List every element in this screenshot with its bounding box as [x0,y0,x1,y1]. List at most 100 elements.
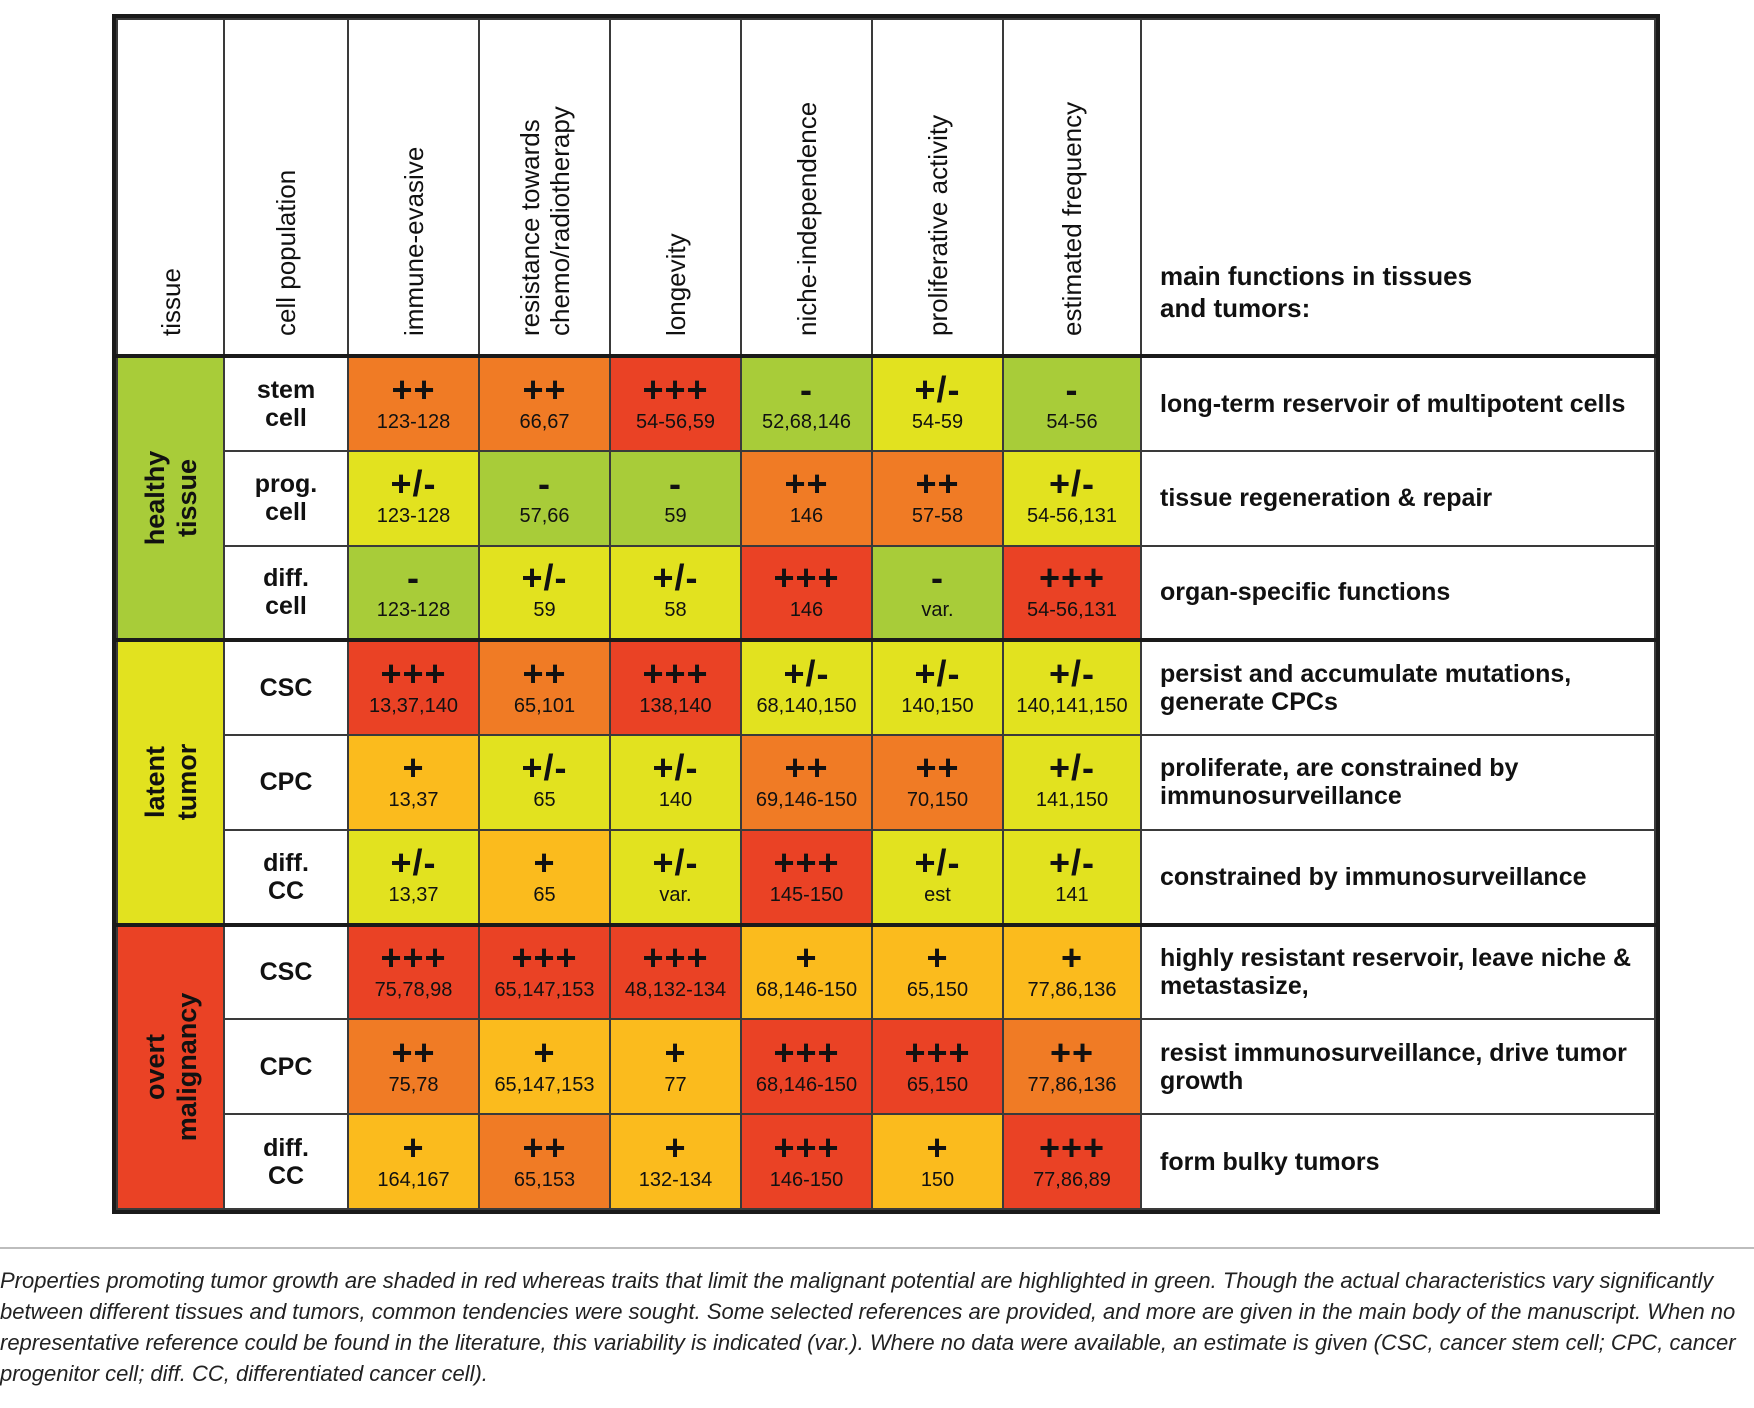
value-cell-estimated-frequency: +/- 140,141,150 [1002,638,1142,737]
reference-numbers: 77,86,136 [1027,1073,1117,1096]
rating-symbol: +/- [652,841,699,883]
reference-numbers: est [924,883,951,906]
reference-numbers: 65 [533,789,556,812]
cell-population: CPC [223,1018,349,1116]
rating-symbol: + [533,1031,556,1073]
rating-symbol: ++ [522,653,567,695]
rating-symbol: ++ [522,368,567,410]
value-cell-longevity: -59 [609,449,742,547]
value-cell-longevity: +/- var. [609,828,742,926]
value-cell-longevity: +++ 138,140 [609,638,742,737]
rating-symbol: +++ [642,368,709,410]
reference-numbers: 13,37 [388,789,439,812]
reference-numbers: 146-150 [769,1168,844,1191]
value-cell-niche-independence: +++ 146-150 [740,1113,873,1210]
value-cell-longevity: +++ 48,132-134 [609,922,742,1021]
rating-symbol: + [664,1031,687,1073]
rating-symbol: - [1065,368,1079,410]
table-row: healthy tissue stem cell ++ 123-128 ++ 66,67 +… [116,353,1656,642]
cell-population: CPC [223,734,349,831]
main-function: long-term reservoir of multipotent cells [1140,354,1656,452]
reference-numbers: 70,150 [906,789,969,812]
rating-symbol: +++ [642,653,709,695]
value-cell-immune-evasive: +/- 123-128 [347,449,480,547]
reference-numbers: 57-58 [911,505,964,528]
reference-numbers: 58 [664,599,687,622]
value-cell-niche-independence: ++ 146 [740,449,873,547]
value-cell-estimated-frequency: +++ 77,86,89 [1002,1113,1142,1210]
value-cell-resistance: +65 [478,828,611,926]
table-row: prog. cell +/- 123-128-57,66-59 ++ 146 ++ 57-5… [117,449,1656,547]
reference-numbers: 123-128 [376,599,451,622]
reference-numbers: 145-150 [769,883,844,906]
cell-population: stem cell [223,354,349,452]
cell-population: CSC [223,638,349,737]
group-label: overt malignancy [139,993,202,1142]
reference-numbers: 13,37,140 [369,695,458,718]
value-cell-longevity: +/- 140 [609,734,742,831]
table-row: diff. cell -123-128 +/- 59 +/- 58 +++ 146- var. +… [117,544,1656,642]
rating-symbol: +/- [914,368,961,410]
reference-numbers: 68,146-150 [755,979,858,1002]
reference-numbers: 123-128 [376,505,451,528]
rating-symbol: ++ [391,1031,436,1073]
value-cell-estimated-frequency: +/- 54-56,131 [1002,449,1142,547]
value-cell-proliferative-activity: ++ 70,150 [871,734,1004,831]
value-cell-longevity: +132-134 [609,1113,742,1210]
rating-symbol: +++ [1038,557,1106,599]
rating-symbol: ++ [784,463,829,505]
rating-symbol: +/- [652,747,699,789]
value-cell-resistance: +65,147,153 [478,1018,611,1116]
reference-numbers: 65,150 [906,979,969,1002]
reference-numbers: 75,78 [388,1073,439,1096]
rating-symbol: ++ [1049,1031,1095,1073]
cell-population: diff. cell [223,544,349,642]
group-label: latent tumor [139,744,202,821]
reference-numbers: 77 [664,1073,687,1096]
cell-population: diff. CC [223,1113,349,1210]
rating-symbol: + [402,1126,425,1168]
reference-numbers: 68,140,150 [756,695,857,718]
value-cell-proliferative-activity: +/- 54-59 [871,354,1004,452]
table-caption: Properties promoting tumor growth are sh… [0,1268,1736,1386]
group-label-cell: overt malignancy [116,922,225,1211]
reference-numbers: 54-56,131 [1026,505,1118,528]
main-function: tissue regeneration & repair [1140,449,1656,547]
main-function: proliferate, are constrained by immunosu… [1140,734,1656,831]
reference-numbers: 140 [658,789,693,812]
properties-table: tissue cell population immune-evasive re… [112,14,1660,1214]
reference-numbers: 54-56,59 [636,410,715,433]
header-immune-evasive: immune-evasive [347,18,480,357]
rating-symbol: + [1060,937,1084,979]
reference-numbers: 140,150 [901,695,974,718]
reference-numbers: 132-134 [638,1168,713,1191]
reference-numbers: 138,140 [639,695,712,718]
value-cell-resistance: -57,66 [478,449,611,547]
table-row: overt malignancy CSC +++ 75,78,98 +++ 65,147,… [116,922,1656,1211]
rating-symbol: +/- [1048,463,1095,505]
table-row: CPC +13,37 +/- 65 +/- 140 ++ 69,146-150 ++ 70,150… [117,734,1656,831]
value-cell-niche-independence: +++ 68,146-150 [740,1018,873,1116]
reference-numbers: 69,146-150 [755,789,858,812]
rating-symbol: +++ [904,1031,971,1073]
rating-symbol: - [931,557,944,599]
main-function: organ-specific functions [1140,544,1656,642]
header-niche-independence: niche-independence [740,18,873,357]
value-cell-immune-evasive: -123-128 [347,544,480,642]
rating-symbol: +++ [642,937,709,979]
reference-numbers: 65,150 [906,1073,969,1096]
rating-symbol: +++ [773,1031,840,1073]
value-cell-niche-independence: +++ 146 [740,544,873,642]
value-cell-resistance: +++ 65,147,153 [478,922,611,1021]
reference-numbers: 54-56,131 [1026,599,1118,622]
main-function: constrained by immunosurveillance [1140,828,1656,926]
reference-numbers: 48,132-134 [624,979,727,1002]
rating-symbol: +/- [1048,653,1095,695]
rating-symbol: +/- [390,463,437,505]
value-cell-longevity: +77 [609,1018,742,1116]
reference-numbers: 66,67 [519,410,570,433]
cell-population: prog. cell [223,449,349,547]
value-cell-longevity: +/- 58 [609,544,742,642]
rating-symbol: +++ [511,937,578,979]
rating-symbol: ++ [522,1126,567,1168]
